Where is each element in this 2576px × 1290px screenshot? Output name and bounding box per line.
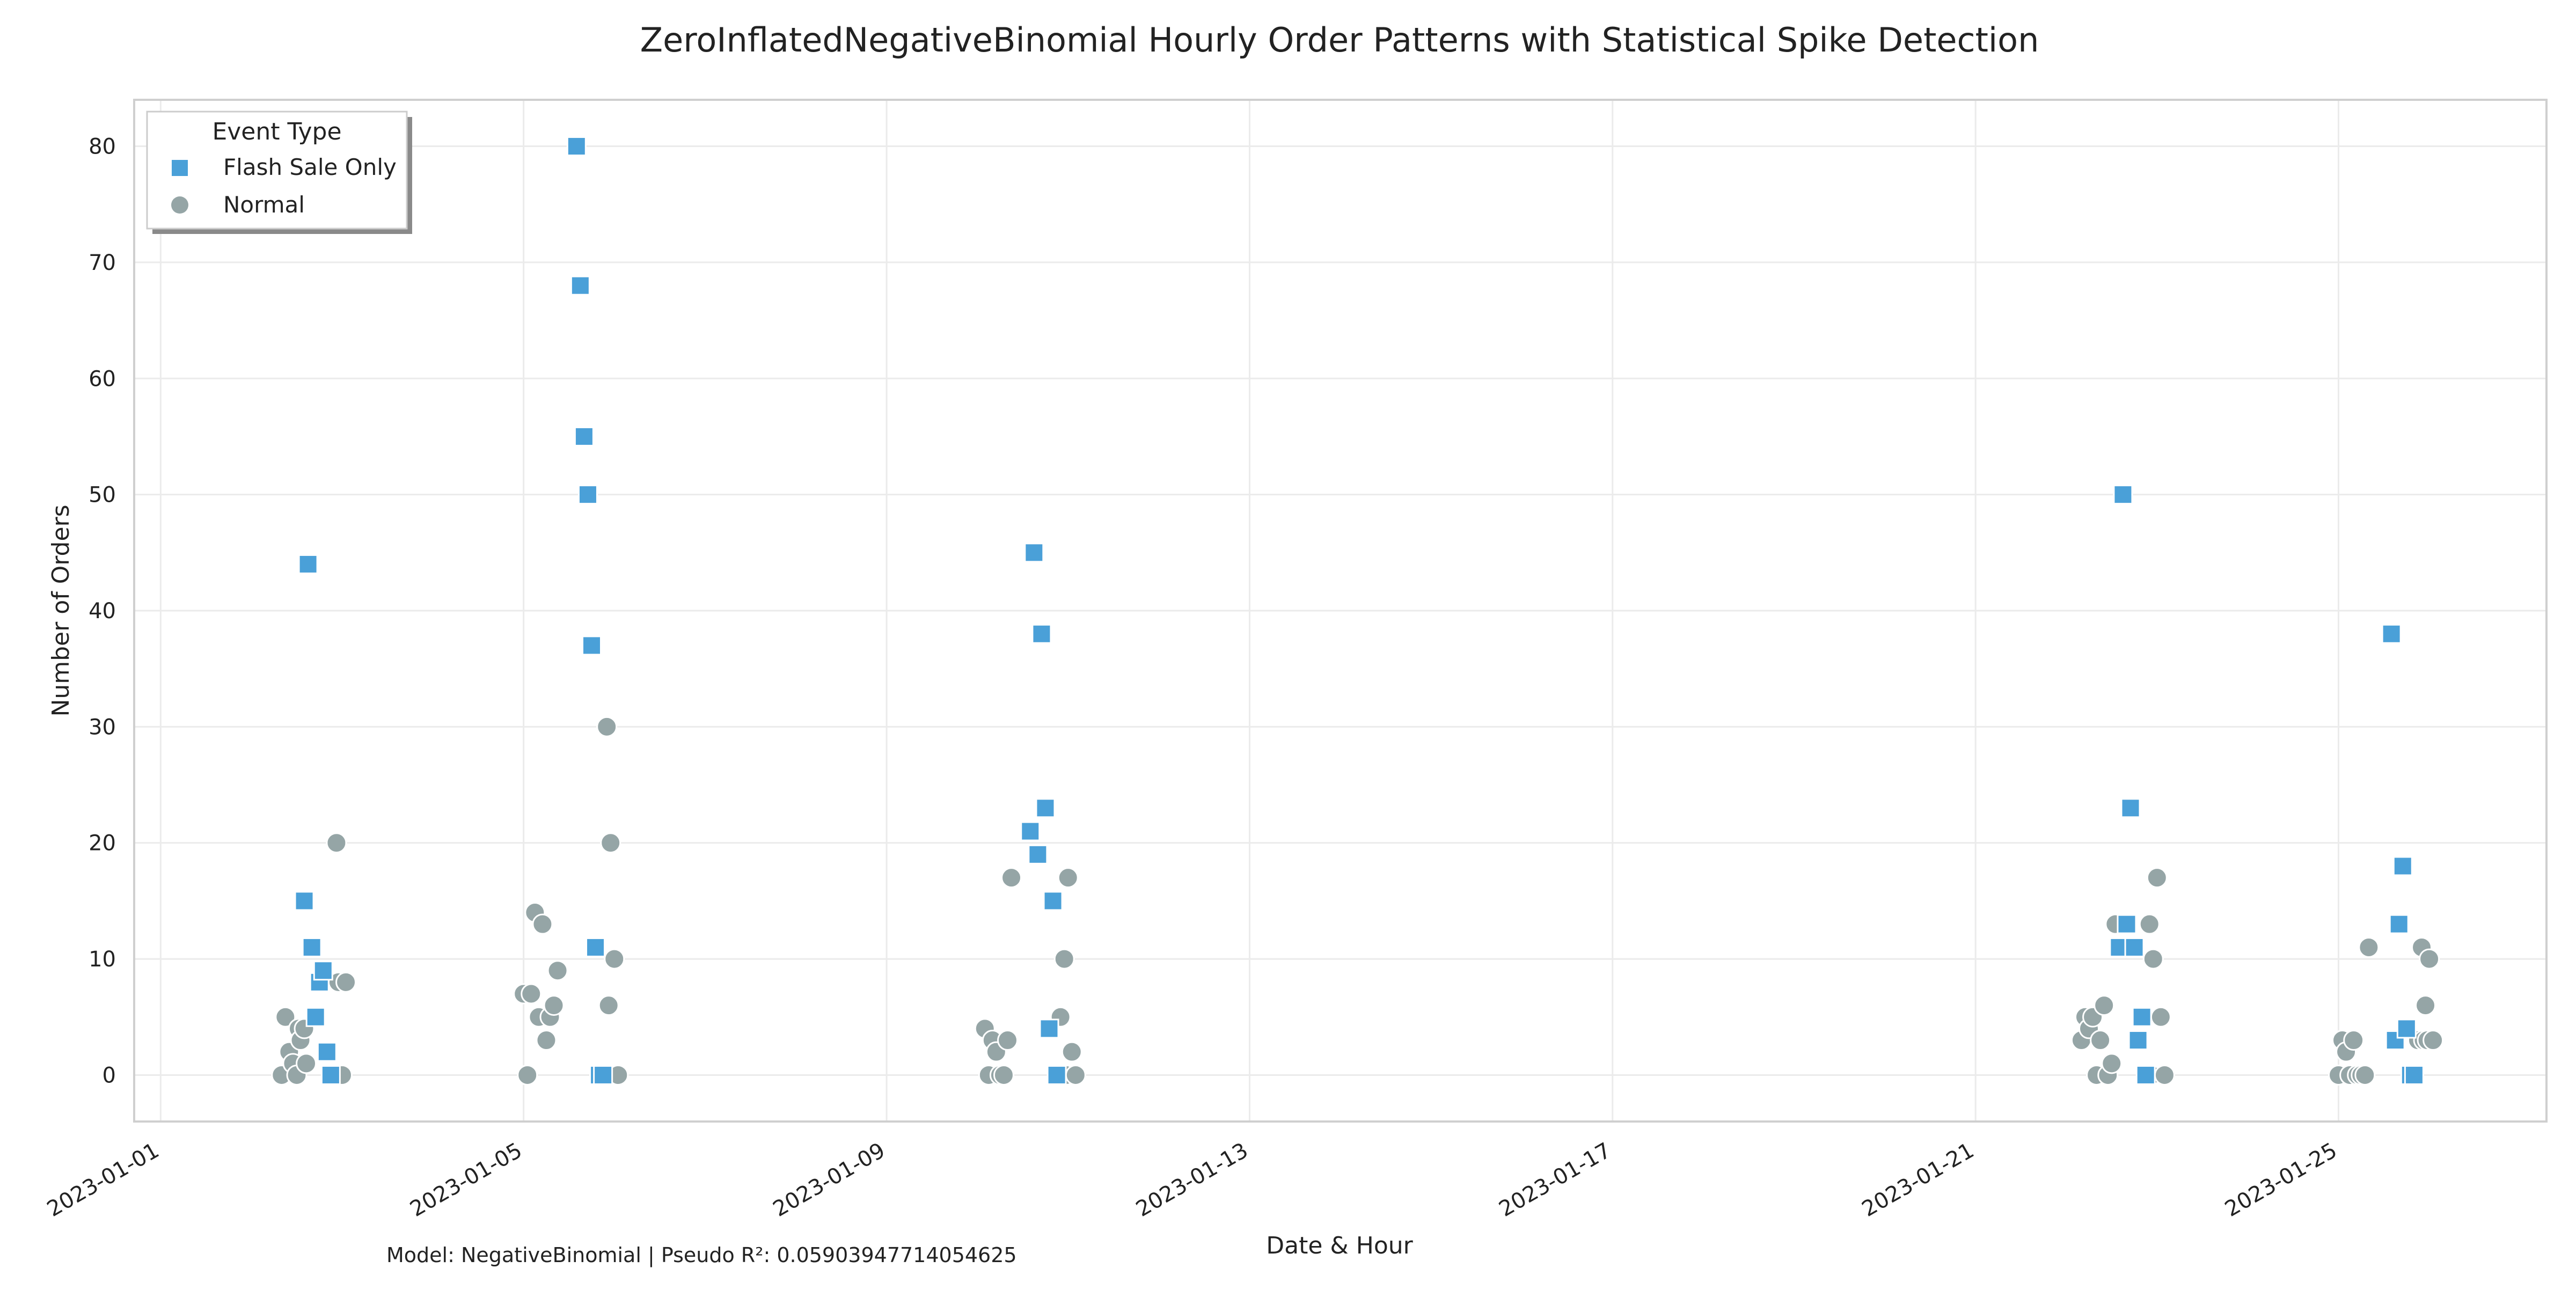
- legend-label-flash-sale: Flash Sale Only: [223, 154, 397, 180]
- normal-point: [1001, 867, 1022, 889]
- normal-point: [275, 1006, 296, 1028]
- flash-sale-point: [2381, 624, 2402, 644]
- y-axis-label: Number of Orders: [47, 504, 75, 716]
- flash-sale-point: [1035, 798, 1056, 818]
- data-points: [271, 136, 2444, 1086]
- grid: [134, 100, 2546, 1122]
- normal-point: [596, 716, 618, 737]
- normal-point: [2146, 867, 2168, 889]
- flash-sale-point: [2392, 856, 2413, 876]
- normal-point: [532, 913, 553, 935]
- y-tick-label: 10: [89, 947, 116, 972]
- flash-sale-point: [294, 891, 314, 911]
- normal-point: [2142, 948, 2164, 970]
- legend: Event Type Flash Sale Only Normal: [146, 111, 412, 234]
- normal-point: [2090, 1030, 2111, 1051]
- normal-point: [2415, 995, 2436, 1016]
- normal-point: [326, 832, 347, 854]
- flash-sale-point: [2132, 1007, 2152, 1027]
- y-tick-label: 80: [89, 135, 116, 159]
- flash-sale-point: [298, 554, 318, 574]
- normal-point: [604, 948, 625, 970]
- normal-point: [2154, 1064, 2175, 1086]
- flash-sale-point: [1020, 821, 1041, 841]
- normal-point: [2094, 995, 2115, 1016]
- flash-sale-point: [2135, 1065, 2156, 1085]
- y-tick-label: 70: [89, 251, 116, 275]
- normal-point: [335, 971, 357, 993]
- flash-sale-point: [313, 961, 333, 981]
- flash-sale-point: [1028, 844, 1048, 864]
- y-tick-label: 40: [89, 599, 116, 624]
- normal-point: [2354, 1064, 2376, 1086]
- normal-point: [1057, 867, 1079, 889]
- normal-point: [1053, 948, 1075, 970]
- normal-point: [598, 995, 619, 1016]
- flash-sale-point: [2124, 937, 2145, 957]
- flash-sale-point: [302, 937, 322, 957]
- y-tick-label: 60: [89, 367, 116, 391]
- flash-sale-point: [577, 485, 598, 505]
- normal-point: [2150, 1006, 2171, 1028]
- flash-sale-point: [317, 1042, 337, 1062]
- y-axis-ticks: 0 10 20 30 40 50 60 70 80: [89, 135, 116, 1088]
- flash-sale-point: [1031, 624, 1052, 644]
- flash-sale-point: [2117, 914, 2137, 934]
- normal-point: [2101, 1053, 2123, 1074]
- normal-point: [517, 1064, 538, 1086]
- flash-sale-point: [2404, 1065, 2424, 1085]
- flash-sale-point: [1046, 1065, 1067, 1085]
- legend-label-normal: Normal: [223, 192, 305, 218]
- flash-sale-point: [2120, 798, 2141, 818]
- flash-sale-point: [305, 1007, 326, 1027]
- flash-sale-point: [582, 635, 602, 656]
- normal-point: [296, 1053, 317, 1074]
- flash-sale-point: [320, 1065, 341, 1085]
- normal-point: [1065, 1064, 1086, 1086]
- flash-sale-point: [2128, 1030, 2148, 1051]
- plot-area: [133, 99, 2548, 1123]
- normal-point: [2139, 913, 2160, 935]
- normal-point: [536, 1030, 557, 1051]
- normal-point: [2419, 948, 2440, 970]
- normal-point: [1061, 1041, 1082, 1062]
- y-tick-label: 20: [89, 831, 116, 856]
- normal-point: [600, 832, 621, 854]
- flash-sale-point: [1039, 1018, 1059, 1039]
- normal-point: [993, 1064, 1014, 1086]
- flash-sale-point: [2113, 485, 2133, 505]
- legend-marker-normal: [171, 196, 188, 214]
- legend-title: Event Type: [212, 118, 341, 145]
- flash-sale-point: [1024, 543, 1044, 563]
- normal-point: [2343, 1030, 2365, 1051]
- y-tick-label: 30: [89, 715, 116, 739]
- flash-sale-point: [570, 275, 590, 296]
- series-normal: [271, 716, 2444, 1086]
- normal-point: [997, 1030, 1018, 1051]
- legend-marker-flash-sale: [172, 160, 188, 176]
- x-axis-label: Date & Hour: [1266, 1232, 1413, 1259]
- y-tick-label: 50: [89, 483, 116, 508]
- normal-point: [543, 995, 565, 1016]
- model-footnote: Model: NegativeBinomial | Pseudo R²: 0.0…: [386, 1243, 1017, 1267]
- flash-sale-point: [2396, 1018, 2417, 1039]
- flash-sale-point: [586, 937, 606, 957]
- series-flash-sale-only: [294, 136, 2424, 1085]
- normal-point: [547, 960, 568, 981]
- normal-point: [2423, 1030, 2444, 1051]
- flash-sale-point: [1043, 891, 1063, 911]
- chart-title: ZeroInflatedNegativeBinomial Hourly Orde…: [640, 20, 2039, 60]
- flash-sale-point: [566, 136, 587, 157]
- normal-point: [2358, 936, 2380, 958]
- flash-sale-point: [593, 1065, 613, 1085]
- flash-sale-point: [574, 426, 594, 446]
- flash-sale-point: [2389, 914, 2409, 934]
- normal-point: [521, 983, 542, 1005]
- legend-box: [146, 111, 408, 230]
- y-tick-label: 0: [103, 1063, 116, 1088]
